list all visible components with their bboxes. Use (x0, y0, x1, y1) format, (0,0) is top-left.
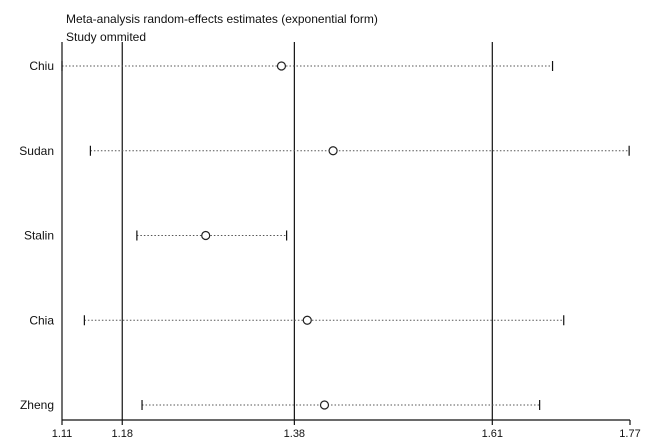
x-tick-label: 1.18 (112, 428, 133, 439)
study-label: Chia (29, 313, 54, 327)
study-label: Stalin (24, 229, 54, 243)
chart-title-block: Meta-analysis random-effects estimates (… (66, 10, 378, 46)
estimate-marker (328, 146, 338, 156)
estimate-marker (276, 61, 287, 71)
chart-subtitle: Study ommited (66, 30, 147, 44)
study-label: Zheng (20, 398, 54, 412)
estimate-marker (201, 230, 211, 241)
estimate-marker (319, 400, 330, 410)
study-label: Sudan (19, 144, 54, 158)
x-tick-label: 1.11 (52, 428, 73, 439)
x-tick-label: 1.77 (619, 428, 640, 439)
estimate-marker (302, 315, 312, 325)
chart-title: Meta-analysis random-effects estimates (… (66, 12, 378, 26)
study-label: Chiu (29, 59, 54, 73)
x-tick-label: 1.38 (284, 428, 305, 439)
x-tick-label: 1.61 (482, 428, 503, 439)
